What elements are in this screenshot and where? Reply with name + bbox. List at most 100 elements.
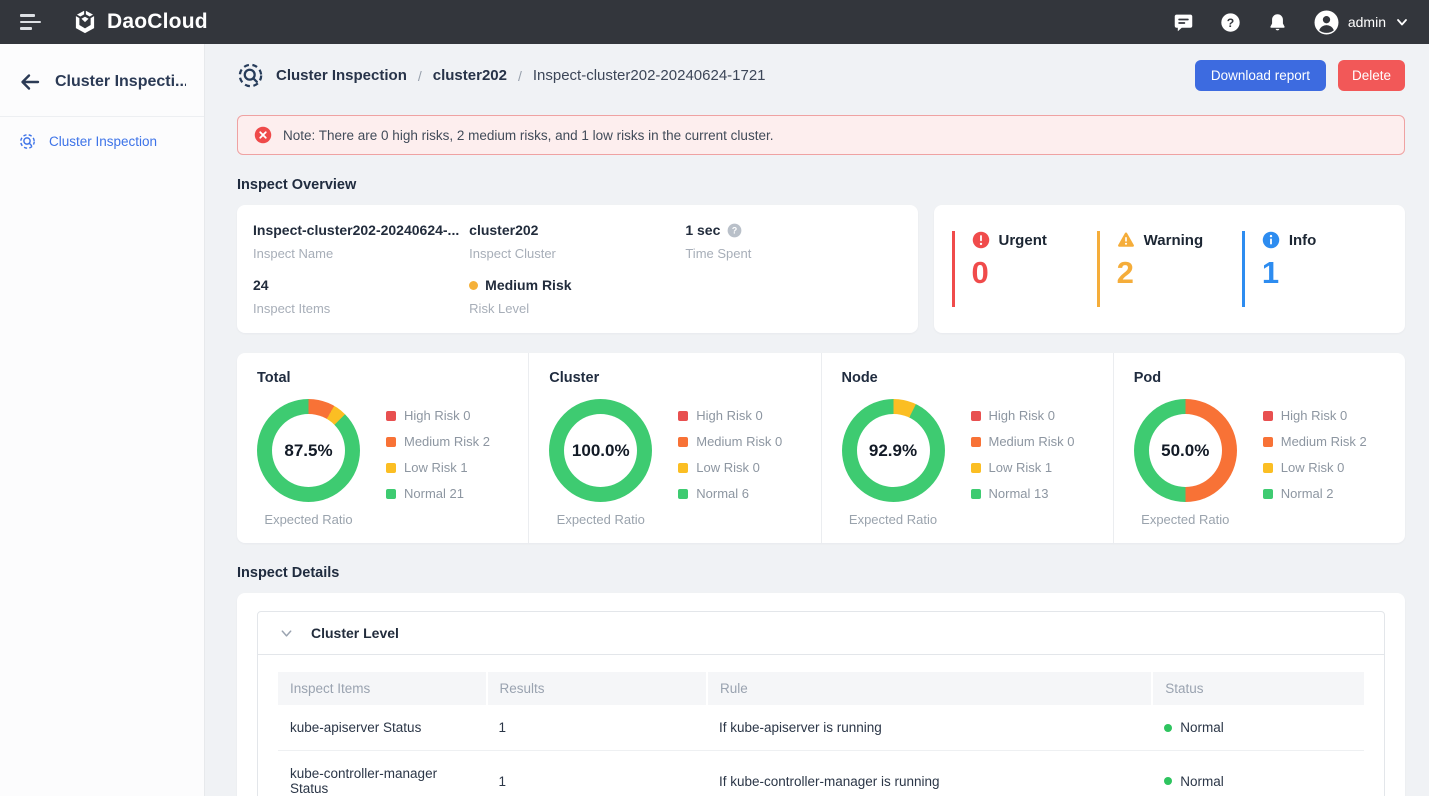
user-menu[interactable]: admin [1314, 10, 1409, 35]
legend-swatch [678, 489, 688, 499]
legend-item[interactable]: Normal 2 [1263, 486, 1367, 501]
stat-info: Info 1 [1242, 231, 1387, 307]
cluster-level-collapse-header[interactable]: Cluster Level [258, 612, 1384, 654]
donut-chart: 50.0% [1134, 399, 1237, 502]
inspection-icon [19, 133, 36, 150]
warning-icon [1117, 231, 1135, 249]
status-badge: Normal [1180, 774, 1224, 789]
ratio-charts-card: Total 87.5% Expected Ratio High Risk 0 M… [237, 353, 1405, 543]
stat-value: 1 [1262, 257, 1387, 288]
legend-item[interactable]: Medium Risk 0 [971, 434, 1075, 449]
stat-label: Info [1289, 232, 1317, 249]
breadcrumb-current: Inspect-cluster202-20240624-1721 [533, 67, 766, 84]
field-inspect-items: 24 Inspect Items [253, 277, 469, 316]
cell-results: 1 [487, 705, 707, 751]
status-dot [1164, 724, 1172, 732]
notifications-bell-icon[interactable] [1267, 12, 1288, 33]
table-row: kube-controller-manager Status 1 If kube… [278, 751, 1364, 796]
details-card: Cluster Level Inspect Items Results Rule… [237, 593, 1405, 796]
field-inspect-cluster: cluster202 Inspect Cluster [469, 222, 685, 261]
page-header: Cluster Inspection / cluster202 / Inspec… [237, 60, 1405, 91]
stat-label: Urgent [999, 232, 1047, 249]
sidebar-title: Cluster Inspecti... [55, 73, 186, 91]
legend-swatch [1263, 463, 1273, 473]
time-spent-help-icon[interactable]: ? [727, 223, 742, 238]
username: admin [1348, 14, 1386, 30]
donut-percent: 92.9% [842, 399, 945, 502]
legend-swatch [386, 411, 396, 421]
chart-legend: High Risk 0 Medium Risk 0 Low Risk 0 Nor… [678, 408, 782, 527]
chart-title: Total [257, 370, 508, 386]
donut-percent: 100.0% [549, 399, 652, 502]
chart-footer: Expected Ratio [549, 512, 652, 527]
legend-item[interactable]: Low Risk 1 [971, 460, 1075, 475]
legend-item[interactable]: Low Risk 0 [1263, 460, 1367, 475]
menu-toggle-icon[interactable] [20, 14, 42, 29]
legend-item[interactable]: High Risk 0 [678, 408, 782, 423]
info-icon [1262, 231, 1280, 249]
alert-text: Note: There are 0 high risks, 2 medium r… [283, 128, 773, 143]
column-status: Status [1152, 672, 1364, 705]
legend-item[interactable]: Medium Risk 0 [678, 434, 782, 449]
brand-logo[interactable]: DaoCloud [72, 9, 208, 35]
donut-percent: 87.5% [257, 399, 360, 502]
delete-button[interactable]: Delete [1338, 60, 1405, 91]
chart-panel-pod: Pod 50.0% Expected Ratio High Risk 0 Med… [1113, 353, 1405, 543]
chart-panel-cluster: Cluster 100.0% Expected Ratio High Risk … [528, 353, 820, 543]
legend-item[interactable]: Low Risk 1 [386, 460, 490, 475]
breadcrumb-separator: / [418, 68, 422, 84]
donut-percent: 50.0% [1134, 399, 1237, 502]
legend-item[interactable]: High Risk 0 [1263, 408, 1367, 423]
breadcrumb-cluster-inspection[interactable]: Cluster Inspection [276, 67, 407, 84]
field-inspect-name: Inspect-cluster202-20240624-... Inspect … [253, 222, 469, 261]
table-header-row: Inspect Items Results Rule Status [278, 672, 1364, 705]
error-circle-icon [254, 126, 272, 144]
feedback-icon[interactable] [1173, 12, 1194, 33]
chart-legend: High Risk 0 Medium Risk 2 Low Risk 0 Nor… [1263, 408, 1367, 527]
inspect-items-table: Inspect Items Results Rule Status kube-a… [278, 672, 1364, 796]
legend-swatch [971, 463, 981, 473]
column-inspect-items: Inspect Items [278, 672, 487, 705]
legend-swatch [971, 489, 981, 499]
download-report-button[interactable]: Download report [1195, 60, 1326, 91]
legend-swatch [678, 411, 688, 421]
chart-panel-total: Total 87.5% Expected Ratio High Risk 0 M… [237, 353, 528, 543]
main-content: Cluster Inspection / cluster202 / Inspec… [205, 44, 1429, 796]
legend-swatch [1263, 437, 1273, 447]
breadcrumb-separator: / [518, 68, 522, 84]
stat-label: Warning [1144, 232, 1203, 249]
breadcrumb-cluster202[interactable]: cluster202 [433, 67, 507, 84]
brand-name: DaoCloud [107, 10, 208, 34]
legend-item[interactable]: Medium Risk 2 [386, 434, 490, 449]
overview-card: Inspect-cluster202-20240624-... Inspect … [237, 205, 918, 333]
legend-item[interactable]: High Risk 0 [386, 408, 490, 423]
chart-title: Cluster [549, 370, 800, 386]
cell-results: 1 [487, 751, 707, 796]
legend-item[interactable]: Medium Risk 2 [1263, 434, 1367, 449]
column-results: Results [487, 672, 707, 705]
cell-rule: If kube-apiserver is running [707, 705, 1152, 751]
sidebar-item-label: Cluster Inspection [49, 134, 157, 149]
legend-item[interactable]: Normal 13 [971, 486, 1075, 501]
daocloud-logo-icon [72, 9, 98, 35]
sidebar-item-cluster-inspection[interactable]: Cluster Inspection [0, 117, 204, 166]
legend-item[interactable]: Normal 6 [678, 486, 782, 501]
status-badge: Normal [1180, 720, 1224, 735]
chart-footer: Expected Ratio [1134, 512, 1237, 527]
back-button[interactable] [18, 70, 42, 94]
cell-rule: If kube-controller-manager is running [707, 751, 1152, 796]
sidebar: Cluster Inspecti... Cluster Inspection [0, 44, 205, 796]
legend-item[interactable]: High Risk 0 [971, 408, 1075, 423]
cell-item: kube-controller-manager Status [278, 751, 487, 796]
legend-swatch [1263, 411, 1273, 421]
stat-value: 2 [1117, 257, 1242, 288]
chevron-down-icon [1395, 15, 1409, 29]
chart-footer: Expected Ratio [257, 512, 360, 527]
avatar-icon [1314, 10, 1339, 35]
legend-item[interactable]: Normal 21 [386, 486, 490, 501]
chart-title: Node [842, 370, 1093, 386]
help-icon[interactable]: ? [1220, 12, 1241, 33]
legend-item[interactable]: Low Risk 0 [678, 460, 782, 475]
legend-swatch [386, 437, 396, 447]
donut-chart: 92.9% [842, 399, 945, 502]
